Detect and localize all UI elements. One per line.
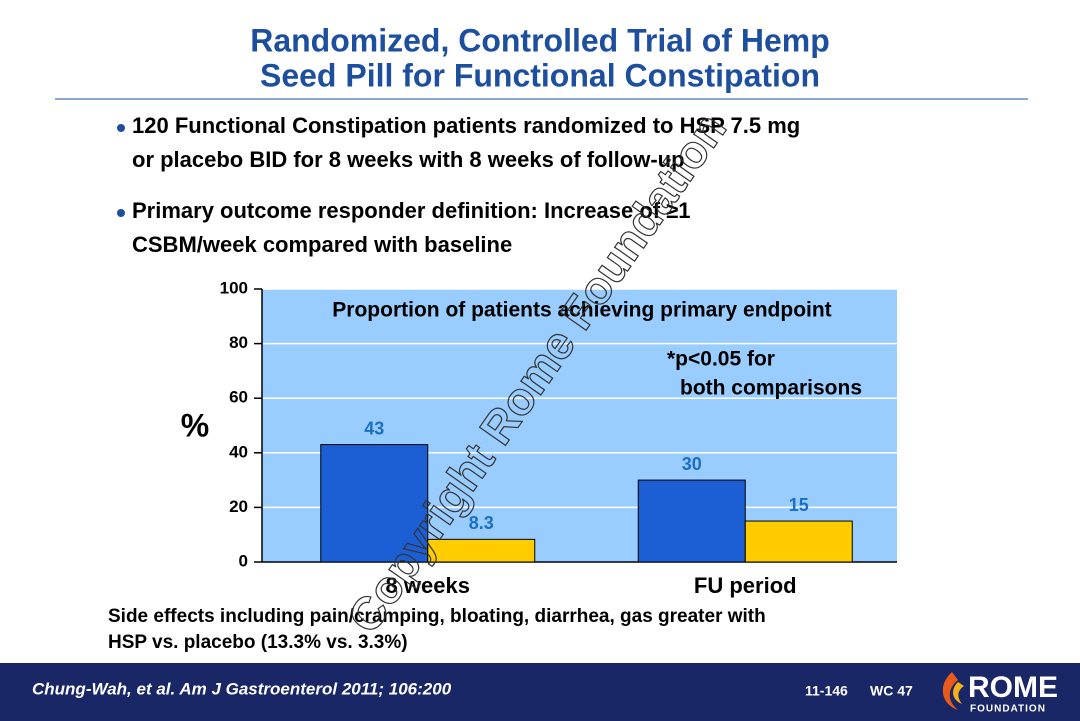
logo-flame: [942, 672, 958, 710]
footer-bar: [0, 663, 1080, 721]
value-label: 15: [789, 495, 809, 515]
footnote: Side effects including pain/cramping, bl…: [108, 606, 766, 627]
logo-flame: [953, 682, 964, 704]
y-tick-label: 40: [229, 442, 248, 461]
bullet-text: or placebo BID for 8 weeks with 8 weeks …: [132, 147, 685, 172]
x-tick-label: 8 weeks: [386, 573, 470, 598]
annotation: both comparisons: [680, 377, 862, 400]
slide-code: WC 47: [870, 683, 913, 699]
bullet-text: Primary outcome responder definition: In…: [132, 198, 691, 223]
bullet-text: 120 Functional Constipation patients ran…: [132, 113, 800, 138]
slide-id: 11-146: [805, 683, 848, 699]
x-tick-label: FU period: [694, 573, 797, 598]
value-label: 30: [682, 454, 702, 474]
bullet-text: CSBM/week compared with baseline: [132, 232, 512, 257]
y-tick-label: 20: [229, 497, 248, 516]
y-tick-label: 100: [220, 278, 248, 297]
bullet-dot: [117, 209, 125, 217]
y-tick-label: 60: [229, 388, 248, 407]
title-line: Seed Pill for Functional Constipation: [260, 57, 820, 93]
bar: [320, 444, 429, 563]
value-label: 43: [364, 418, 384, 438]
annotation: *p<0.05 for: [667, 348, 775, 371]
bar: [427, 538, 536, 563]
y-tick-label: 0: [239, 551, 248, 570]
y-axis-label: %: [181, 407, 209, 443]
y-tick-label: 80: [229, 333, 248, 352]
logo-text: ROME: [968, 671, 1058, 704]
bar: [744, 520, 853, 563]
title-line: Randomized, Controlled Trial of Hemp: [250, 22, 830, 58]
footnote: HSP vs. placebo (13.3% vs. 3.3%): [108, 632, 408, 653]
value-label: 8.3: [469, 513, 494, 533]
chart: 0 20 40 60 80 100% Proportion of patients achi…: [181, 278, 897, 598]
citation: Chung-Wah, et al. Am J Gastroenterol 201…: [32, 679, 452, 698]
logo-subtext: FOUNDATION: [970, 704, 1046, 715]
chart-title: Proportion of patients achieving primary…: [332, 299, 831, 322]
bullet-dot: [117, 124, 125, 132]
bar: [637, 479, 746, 563]
